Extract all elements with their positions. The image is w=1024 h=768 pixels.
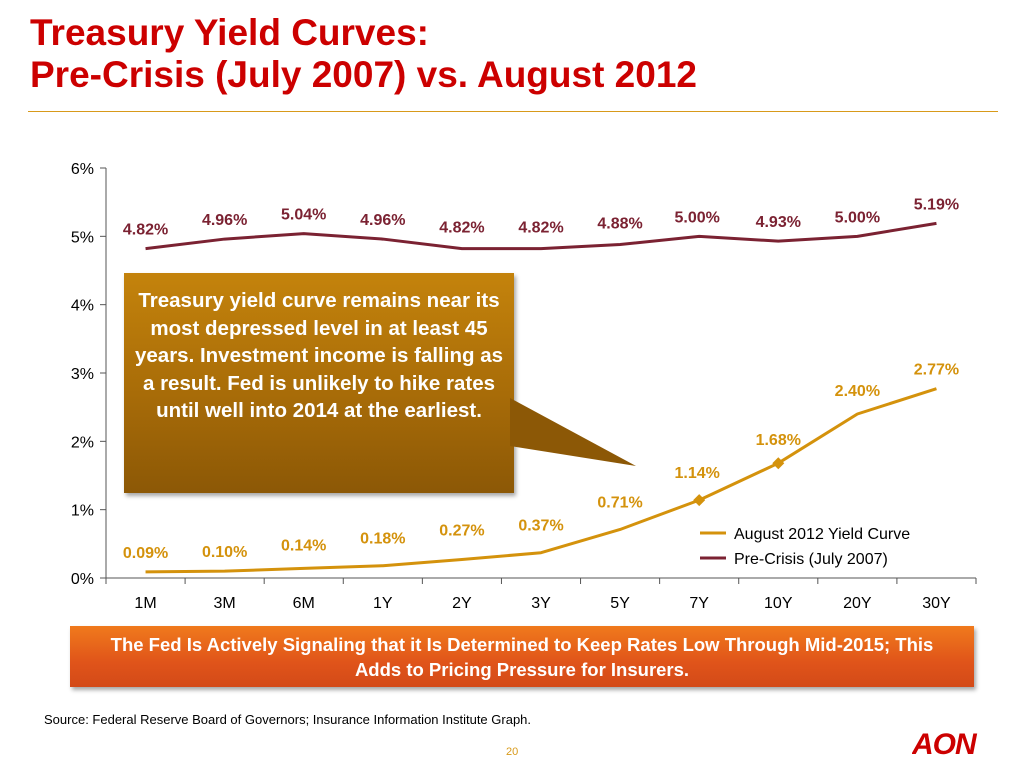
y-tick-label: 0% (71, 571, 94, 588)
x-tick-label: 2Y (452, 595, 472, 612)
x-tick-label: 3M (214, 595, 236, 612)
y-tick-label: 3% (71, 366, 94, 383)
data-label: 0.18% (360, 531, 405, 548)
x-tick-label: 1M (134, 595, 156, 612)
data-label: 4.88% (597, 216, 642, 233)
page-number: 20 (506, 746, 519, 758)
legend-label: Pre-Crisis (July 2007) (734, 551, 888, 568)
data-label: 0.71% (597, 494, 642, 511)
source-note: Source: Federal Reserve Board of Governo… (44, 712, 532, 727)
callout-text: Treasury yield curve remains near its mo… (134, 289, 503, 422)
x-tick-label: 30Y (922, 595, 951, 612)
x-tick-label: 20Y (843, 595, 872, 612)
conclusion-banner: The Fed Is Actively Signaling that it Is… (70, 626, 974, 687)
y-tick-label: 1% (71, 503, 94, 520)
chart-axes: 0% 1% 2% 3% 4% 5% 6% 1M 3M 6M 1Y 2Y 3Y 5Y 7Y 10Y 20Y 30Y (71, 161, 977, 612)
legend-label: August 2012 Yield Curve (734, 526, 910, 543)
data-label: 2.77% (914, 362, 959, 379)
aon-logo: AON (912, 728, 979, 758)
data-label: 1.68% (756, 432, 801, 449)
series-line-1 (145, 387, 937, 574)
data-label: 0.37% (518, 518, 563, 535)
data-label: 0.14% (281, 537, 326, 554)
series-marker (772, 457, 785, 470)
data-label: 2.40% (835, 383, 880, 400)
data-label: 0.09% (123, 545, 168, 562)
callout-box: Treasury yield curve remains near its mo… (124, 273, 514, 493)
data-label: 5.19% (914, 196, 959, 213)
data-label: 5.00% (835, 209, 880, 226)
x-tick-label: 6M (293, 595, 315, 612)
series-line-0 (145, 221, 937, 251)
y-tick-label: 4% (71, 298, 94, 315)
data-label: 4.96% (360, 212, 405, 229)
data-label: 0.27% (439, 523, 484, 540)
banner-text: The Fed Is Actively Signaling that it Is… (110, 634, 934, 680)
series-marker (693, 494, 706, 507)
chart-legend: August 2012 Yield Curve Pre-Crisis (July … (700, 526, 910, 568)
y-tick-label: 5% (71, 229, 94, 246)
title-line-1: Treasury Yield Curves: (30, 12, 429, 53)
data-label: 5.04% (281, 207, 326, 224)
data-label: 4.82% (518, 220, 563, 237)
data-label: 4.93% (756, 214, 801, 231)
data-label: 5.00% (674, 209, 719, 226)
chart-series (145, 221, 937, 574)
data-label: 4.82% (123, 222, 168, 239)
data-label: 4.82% (439, 220, 484, 237)
title-divider (28, 111, 998, 112)
aon-logo-text: AON (912, 728, 978, 758)
x-tick-label: 3Y (531, 595, 551, 612)
x-tick-label: 1Y (373, 595, 393, 612)
title-line-2: Pre-Crisis (July 2007) vs. August 2012 (30, 54, 697, 95)
slide-title: Treasury Yield Curves: Pre-Crisis (July … (30, 12, 697, 96)
chart-data-labels: 4.82% 4.96% 5.04% 4.96% 4.82% 4.82% 4.88% 5.00%… (123, 196, 959, 561)
y-tick-label: 6% (71, 161, 94, 178)
data-label: 4.96% (202, 212, 247, 229)
data-label: 0.10% (202, 544, 247, 561)
data-label: 1.14% (674, 465, 719, 482)
y-tick-label: 2% (71, 434, 94, 451)
x-tick-label: 5Y (610, 595, 630, 612)
x-tick-label: 10Y (764, 595, 793, 612)
x-tick-label: 7Y (689, 595, 709, 612)
